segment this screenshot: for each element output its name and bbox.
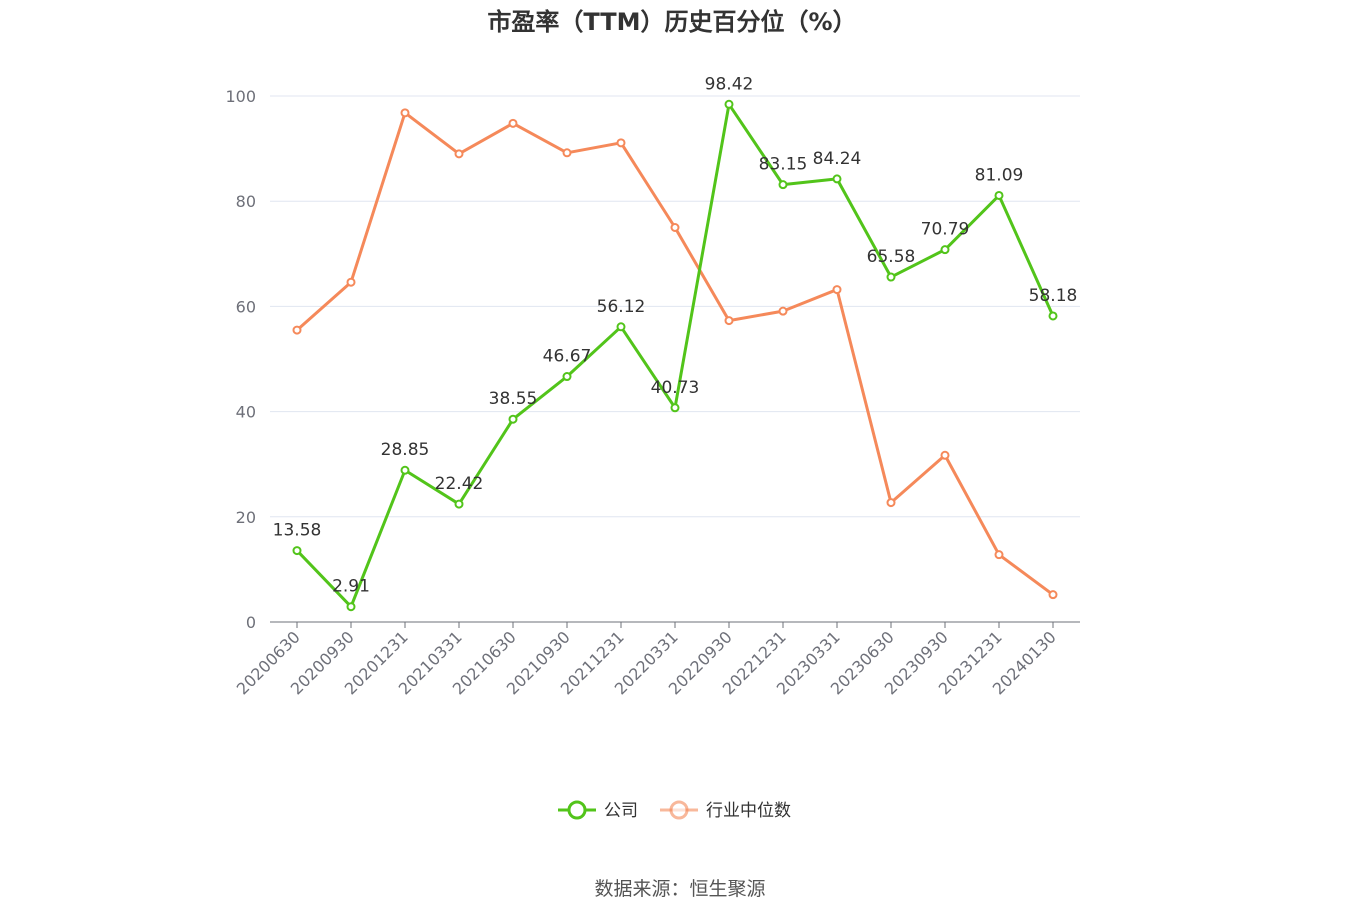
data-point[interactable] xyxy=(832,174,842,184)
data-label: 38.55 xyxy=(489,389,538,409)
legend[interactable]: 公司 行业中位数 xyxy=(558,800,791,821)
data-point[interactable] xyxy=(724,316,734,326)
data-point[interactable] xyxy=(778,180,788,190)
legend-item-company[interactable]: 公司 xyxy=(558,800,638,821)
data-point[interactable] xyxy=(994,550,1004,560)
y-tick-label: 20 xyxy=(236,508,256,527)
data-point[interactable] xyxy=(670,223,680,232)
data-point[interactable] xyxy=(400,108,410,118)
data-point[interactable] xyxy=(292,325,302,335)
data-point[interactable] xyxy=(1048,311,1058,321)
y-tick-label: 100 xyxy=(225,87,256,106)
data-label: 2.91 xyxy=(332,577,370,597)
data-point[interactable] xyxy=(994,190,1004,200)
y-tick-label: 0 xyxy=(246,613,256,632)
data-label: 56.12 xyxy=(597,297,646,317)
data-point[interactable] xyxy=(346,277,356,287)
data-point[interactable] xyxy=(454,149,464,159)
data-label: 84.24 xyxy=(813,149,862,169)
data-label: 46.67 xyxy=(543,347,592,367)
data-point[interactable] xyxy=(778,306,788,316)
legend-label: 公司 xyxy=(604,801,638,821)
data-point[interactable] xyxy=(400,465,410,475)
data-point[interactable] xyxy=(562,148,572,158)
y-tick-label: 40 xyxy=(236,403,256,422)
legend-item-industry[interactable]: 行业中位数 xyxy=(660,800,791,821)
data-point[interactable] xyxy=(940,245,950,255)
data-point[interactable] xyxy=(616,322,626,332)
series-line xyxy=(296,111,1054,596)
data-point[interactable] xyxy=(670,403,680,413)
legend-marker xyxy=(669,800,689,820)
data-point[interactable] xyxy=(292,546,302,556)
legend-label: 行业中位数 xyxy=(706,801,791,821)
data-point[interactable] xyxy=(940,450,950,460)
chart-title: 市盈率（TTM）历史百分位（%） xyxy=(487,8,856,36)
data-point[interactable] xyxy=(454,499,464,509)
data-point[interactable] xyxy=(724,99,734,109)
data-label: 28.85 xyxy=(381,440,430,460)
legend-marker xyxy=(567,800,587,820)
data-label: 83.15 xyxy=(759,155,808,175)
data-label: 13.58 xyxy=(273,521,322,541)
y-tick-label: 60 xyxy=(236,297,256,316)
data-point[interactable] xyxy=(508,414,518,424)
series-行业中位数 xyxy=(292,108,1058,600)
y-tick-label: 80 xyxy=(236,192,256,211)
source-text: 数据来源：恒生聚源 xyxy=(594,878,765,900)
data-point[interactable] xyxy=(616,138,626,148)
data-label: 70.79 xyxy=(921,220,970,240)
data-point[interactable] xyxy=(562,372,572,382)
data-point[interactable] xyxy=(886,498,896,508)
y-axis: 0 20 40 60 80 100 xyxy=(225,87,256,632)
data-label: 65.58 xyxy=(867,247,916,267)
grid xyxy=(270,95,1080,518)
data-point[interactable] xyxy=(832,285,842,295)
data-label: 81.09 xyxy=(975,165,1024,185)
data-label: 98.42 xyxy=(705,74,754,94)
data-point[interactable] xyxy=(886,272,896,282)
data-point[interactable] xyxy=(508,118,518,128)
data-point[interactable] xyxy=(346,602,356,612)
data-point[interactable] xyxy=(1048,590,1058,600)
data-label: 22.42 xyxy=(435,474,484,494)
series-line xyxy=(295,102,1055,609)
data-label: 40.73 xyxy=(651,378,700,398)
data-label: 58.18 xyxy=(1029,286,1078,306)
x-axis: 2020063020200930202012312021033120210630… xyxy=(233,621,1080,698)
